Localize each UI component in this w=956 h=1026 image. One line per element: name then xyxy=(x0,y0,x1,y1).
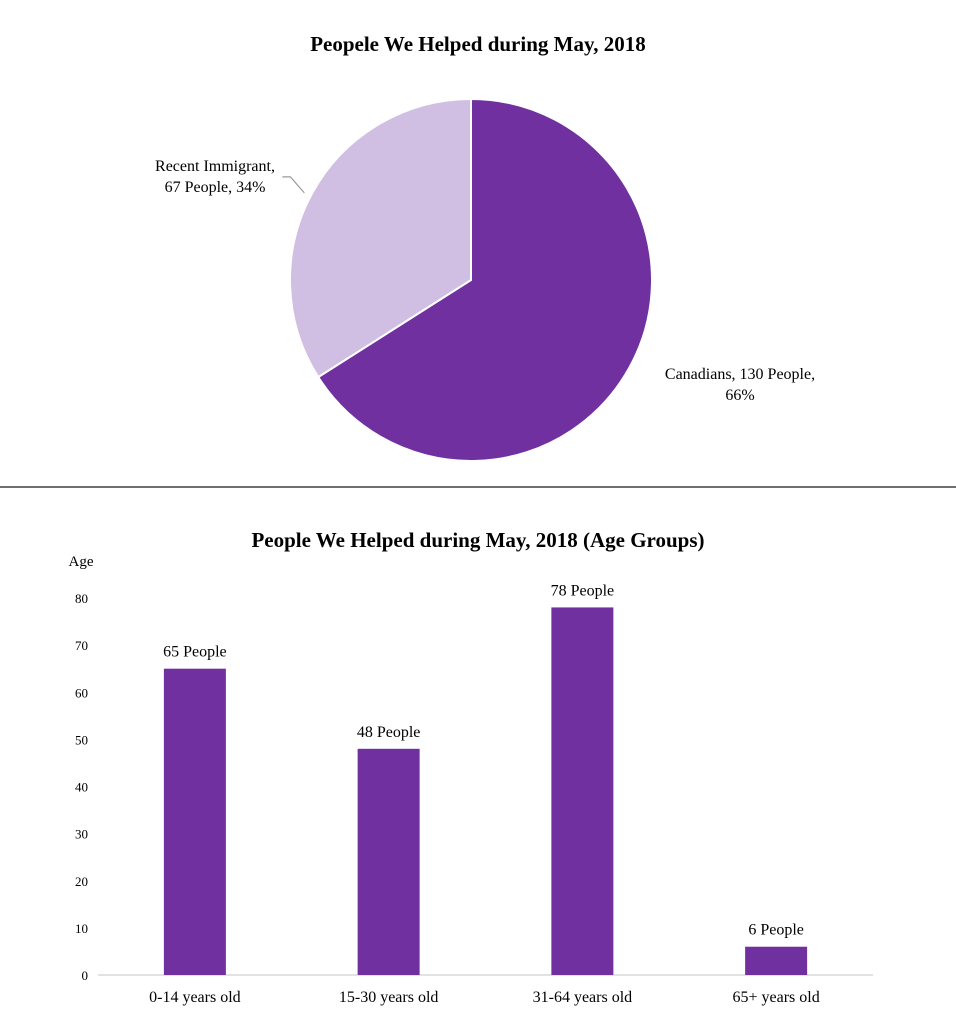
pie-leader-line xyxy=(282,176,305,194)
pie-chart xyxy=(282,97,653,462)
pie-label-canadians-line1: Canadians, 130 People, xyxy=(664,366,816,383)
x-tick-label: 31-64 years old xyxy=(533,989,633,1006)
pie-label-canadians: Canadians, 130 People, 66% xyxy=(645,364,835,406)
bar xyxy=(551,607,614,975)
bar-data-label: 48 People xyxy=(357,724,421,741)
y-tick-label: 10 xyxy=(75,921,88,936)
pie-chart-panel: Peopele We Helped during May, 2018 Recen… xyxy=(0,0,956,486)
bar-data-label: 78 People xyxy=(551,582,615,599)
y-tick-label: 40 xyxy=(75,780,88,795)
x-tick-label: 65+ years old xyxy=(733,989,820,1006)
y-tick-label: 70 xyxy=(75,638,88,653)
bar-chart-title: People We Helped during May, 2018 (Age G… xyxy=(251,528,705,552)
y-tick-label: 50 xyxy=(75,732,88,747)
pie-label-recent-immigrant-line2: 67 People, 34% xyxy=(164,179,266,196)
y-tick-label: 80 xyxy=(75,591,88,606)
bar-data-label: 6 People xyxy=(748,922,804,939)
y-tick-label: 20 xyxy=(75,874,88,889)
x-tick-label: 15-30 years old xyxy=(339,989,439,1006)
pie-label-recent-immigrant-line1: Recent Immigrant, xyxy=(155,158,275,175)
bar-chart-panel: People We Helped during May, 2018 (Age G… xyxy=(0,488,956,1026)
bar xyxy=(357,748,420,975)
pie-label-canadians-line2: 66% xyxy=(725,387,755,404)
chart-divider xyxy=(0,486,956,488)
bar xyxy=(745,946,808,975)
pie-chart-title: Peopele We Helped during May, 2018 xyxy=(310,32,646,56)
bar-data-label: 65 People xyxy=(163,644,227,661)
y-tick-label: 30 xyxy=(75,827,88,842)
x-tick-label: 0-14 years old xyxy=(149,989,241,1006)
y-tick-label: 0 xyxy=(82,968,89,983)
y-axis-title: Age xyxy=(69,554,94,570)
pie-slice-recent-immigrant xyxy=(289,97,472,379)
pie-label-recent-immigrant: Recent Immigrant, 67 People, 34% xyxy=(140,156,290,198)
bar xyxy=(163,668,226,975)
y-tick-label: 60 xyxy=(75,685,88,700)
bar-chart: Age 0 10 20 30 40 50 60 70 80 65 People 0-14 years … xyxy=(69,554,873,1006)
pie-slice-canadians xyxy=(316,97,653,462)
